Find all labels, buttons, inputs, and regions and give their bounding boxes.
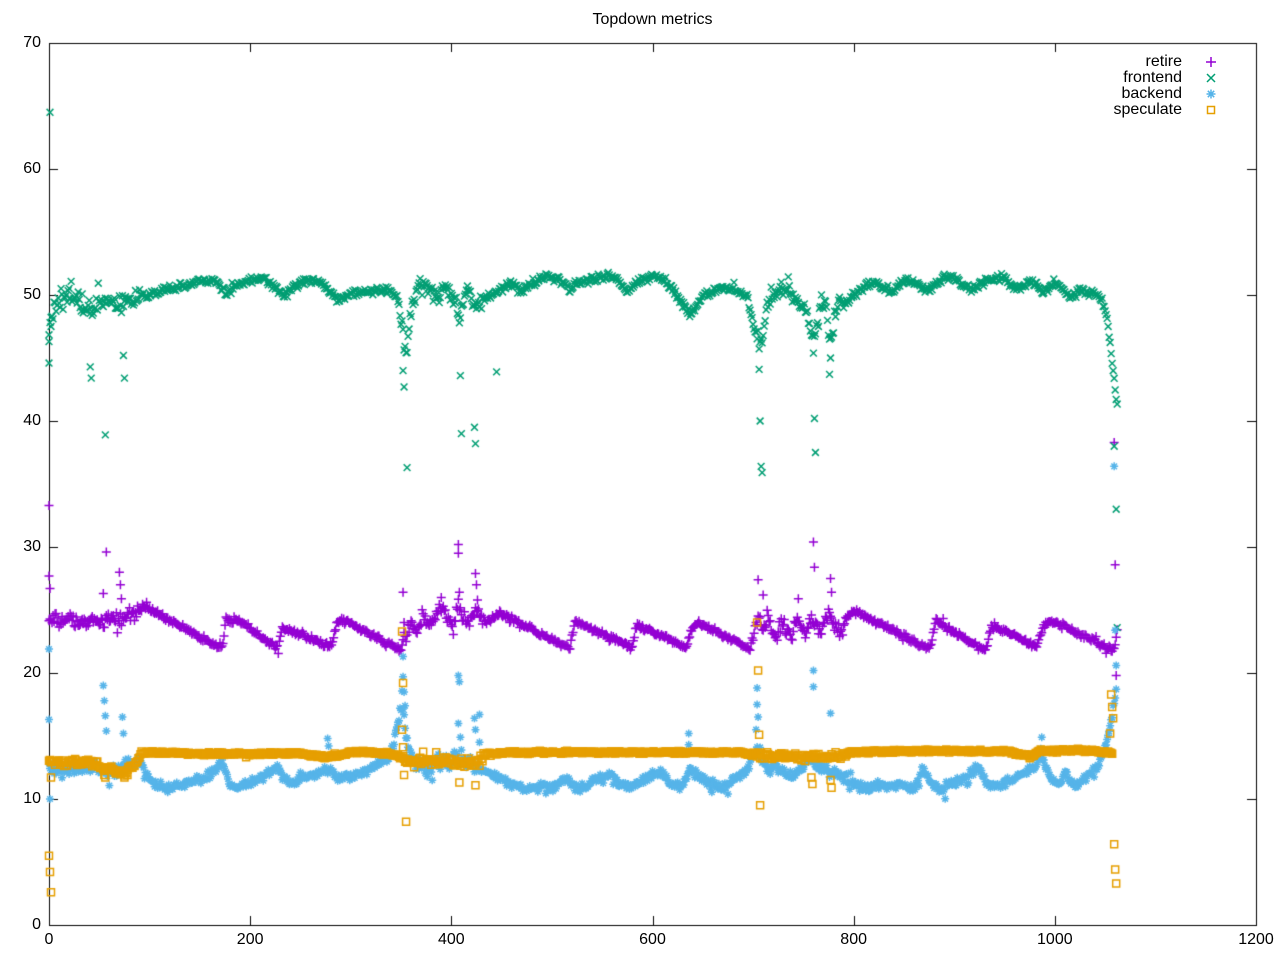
legend-row-backend: backend [1114,85,1219,102]
retire-marker-icon [1206,56,1216,67]
y-tick-label: 20 [23,664,41,681]
speculate-marker-icon [1206,105,1216,114]
x-tick-label: 800 [840,931,868,948]
chart-title: Topdown metrics [592,11,713,28]
frontend-marker-icon [1206,72,1216,83]
x-tick-label: 400 [437,931,465,948]
y-tick-label: 60 [23,160,41,177]
x-tick-label: 200 [236,931,264,948]
y-tick-label: 10 [23,790,41,807]
y-tick-label: 0 [32,916,41,933]
x-tick-label: 600 [639,931,666,948]
backend-marker-icon [1206,89,1216,98]
legend-label-backend: backend [1121,85,1183,102]
x-tick-label: 1200 [1238,931,1274,948]
legend-row-frontend: frontend [1114,69,1219,86]
x-tick-label: 1000 [1037,931,1073,948]
legend-label-retire: retire [1145,53,1182,70]
y-tick-label: 50 [23,286,41,303]
y-tick-label: 40 [23,412,41,429]
legend-label-speculate: speculate [1113,101,1183,118]
y-tick-label: 70 [23,34,41,51]
legend: retire frontend backend speculate [1114,54,1219,118]
legend-row-speculate: speculate [1113,101,1219,118]
legend-label-frontend: frontend [1123,69,1182,86]
x-tick-label: 0 [44,931,54,948]
legend-row-retire: retire [1114,53,1219,70]
y-tick-label: 30 [23,538,41,555]
